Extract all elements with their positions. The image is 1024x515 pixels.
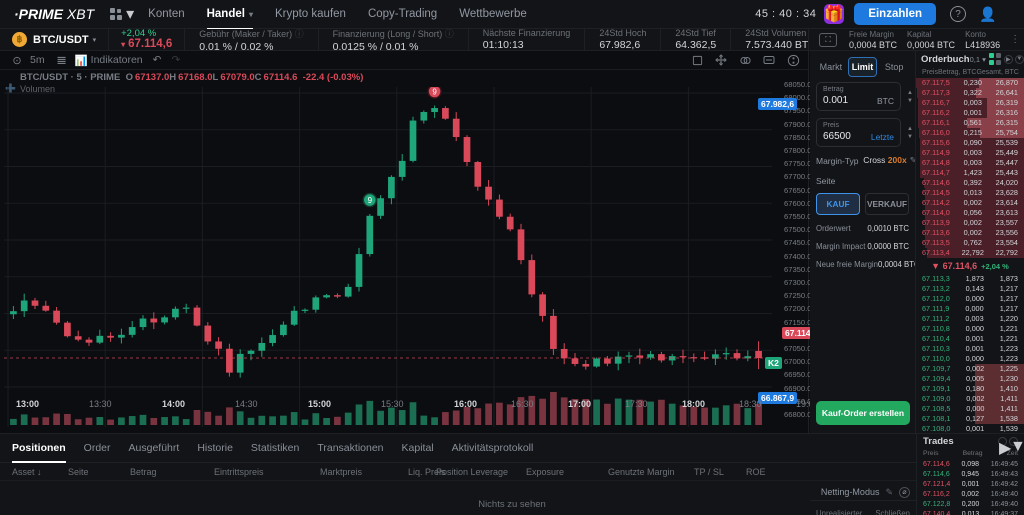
svg-text:9: 9	[432, 88, 437, 97]
svg-text:9: 9	[368, 196, 373, 205]
